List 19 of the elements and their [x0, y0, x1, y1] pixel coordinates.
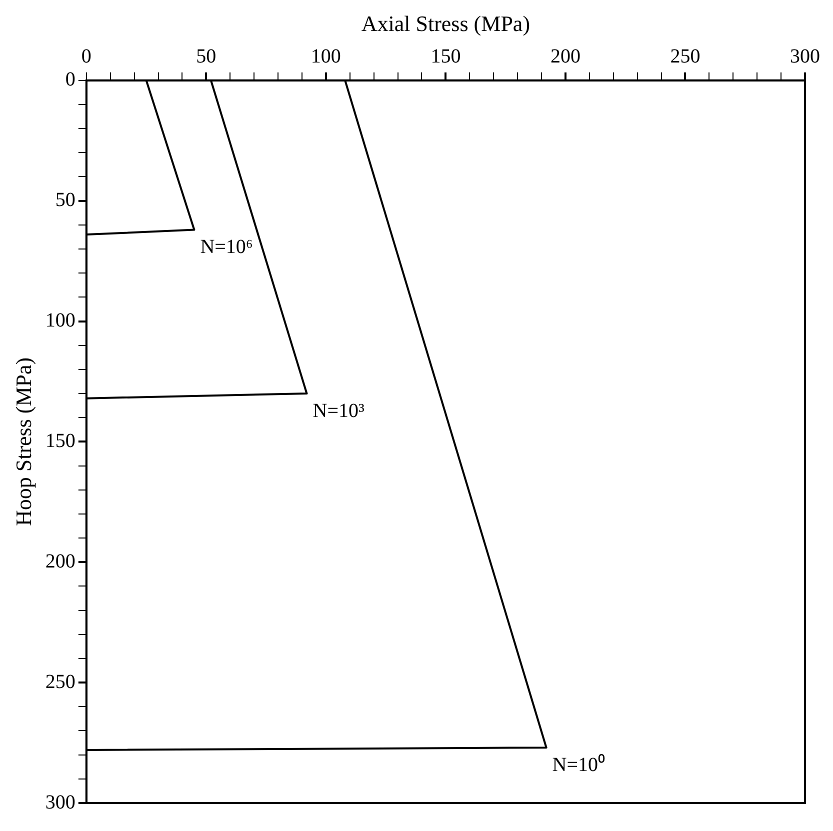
x-axis-title: Axial Stress (MPa) — [361, 10, 530, 36]
series-label: N=10³ — [312, 400, 364, 422]
x-tick-label: 0 — [81, 46, 92, 68]
x-tick-label: 100 — [310, 46, 341, 68]
y-tick-label: 300 — [45, 791, 76, 814]
x-tick-label: 150 — [430, 46, 461, 68]
y-tick-label: 50 — [55, 189, 76, 212]
y-tick-label: 250 — [45, 670, 76, 693]
series-label: N=10⁰ — [552, 752, 606, 776]
x-tick-label: 50 — [196, 46, 216, 68]
y-tick-label: 200 — [45, 550, 76, 572]
y-axis-title: Hoop Stress (MPa) — [10, 357, 36, 526]
y-tick-label: 150 — [45, 430, 76, 452]
y-tick-label: 100 — [45, 310, 76, 332]
x-tick-label: 300 — [790, 46, 820, 68]
x-tick-label: 200 — [550, 46, 580, 68]
series-label: N=10⁶ — [200, 236, 253, 258]
x-tick-label: 250 — [670, 46, 700, 68]
y-tick-label: 0 — [65, 68, 76, 91]
